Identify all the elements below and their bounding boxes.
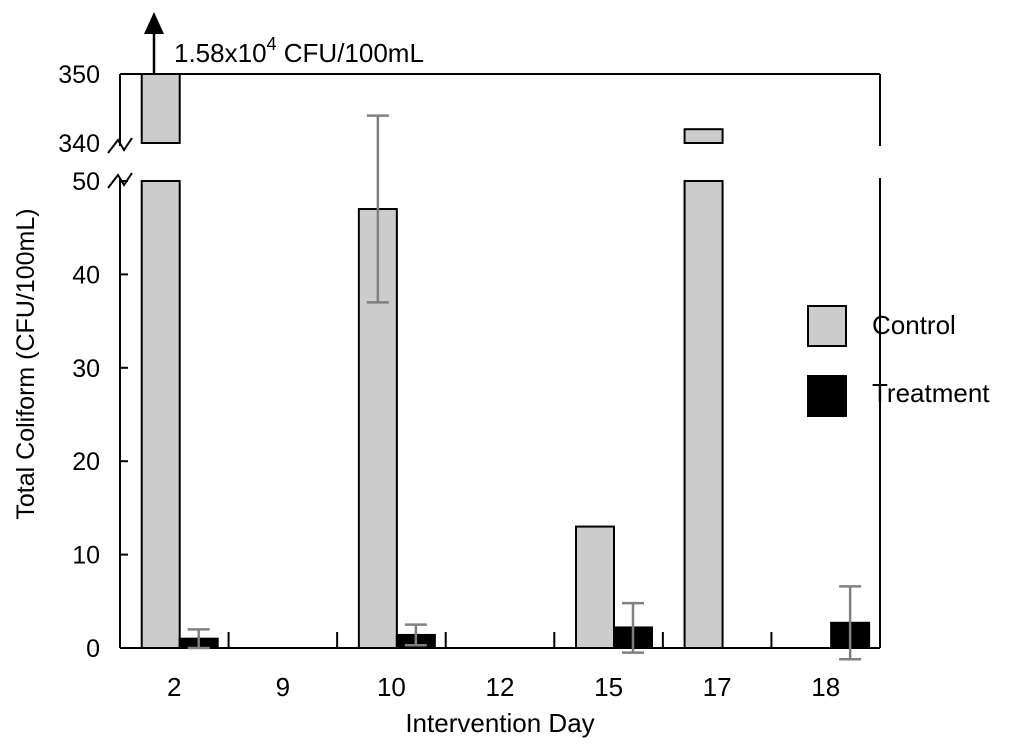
overflow-label: 1.58x104 CFU/100mL [174,34,424,68]
bars [140,73,871,661]
x-tick-label: 10 [377,672,406,702]
error-bar-treatment-15 [622,601,644,654]
overflow-label-prefix: 1.58x10 [174,38,267,68]
y-tick-label: 30 [72,355,100,383]
x-tick-label: 17 [703,672,732,702]
error-bar-treatment-10 [404,623,427,647]
legend-label-treatment: Treatment [872,378,990,408]
overflow-arrow-head [144,12,164,34]
y-tick-label: 20 [72,448,100,476]
x-tick-label: 12 [486,672,515,702]
bar-control-2-upper [140,73,181,144]
legend: Control Treatment [807,305,990,417]
overflow-annotation: 1.58x104 CFU/100mL [144,12,424,74]
y-tick-label: 10 [72,542,100,570]
x-tick-label: 18 [811,672,840,702]
x-ticks: 2 9 10 12 15 17 18 [167,632,840,702]
x-axis-title: Intervention Day [405,708,594,738]
x-tick-label: 2 [167,672,181,702]
overflow-label-superscript: 4 [267,34,277,54]
overflow-label-suffix: CFU/100mL [277,38,424,68]
plot-frame [107,73,881,649]
bar-control-15 [575,525,615,650]
error-bar-treatment-18 [839,585,862,661]
y-ticks: 0 10 20 30 40 50 340 350 [58,61,128,663]
legend-swatch-treatment [807,375,847,417]
axis-break-upper [107,137,133,154]
bar-control-17-upper [683,128,724,144]
x-tick-label: 9 [276,672,290,702]
y-tick-label-upper: 340 [58,130,100,158]
legend-label-control: Control [872,310,956,340]
y-tick-label: 0 [86,635,100,663]
error-bar-control-10 [366,114,389,304]
y-tick-label: 50 [72,168,100,196]
y-tick-label: 40 [72,261,100,289]
bar-control-2-lower [140,180,181,649]
legend-swatch-control [807,305,847,347]
error-bar-treatment-2 [187,628,210,650]
y-tick-label-upper: 350 [58,61,100,89]
y-axis-title: Total Coliform (CFU/100mL) [12,208,40,519]
bar-control-17-lower [683,180,724,649]
x-tick-label: 15 [594,672,623,702]
